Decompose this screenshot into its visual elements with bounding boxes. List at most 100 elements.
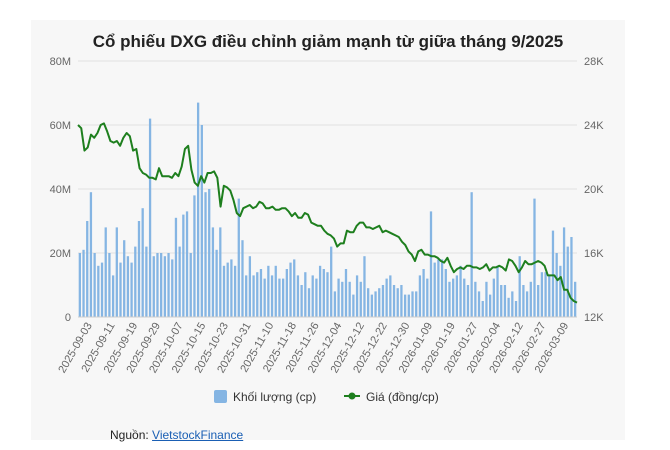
volume-bar[interactable]	[215, 249, 218, 317]
volume-bar[interactable]	[108, 253, 111, 317]
volume-bar[interactable]	[337, 278, 340, 317]
volume-bar[interactable]	[237, 198, 240, 317]
volume-bar[interactable]	[82, 249, 85, 317]
volume-bar[interactable]	[193, 195, 196, 317]
volume-bar[interactable]	[348, 281, 351, 317]
volume-bar[interactable]	[160, 253, 163, 317]
volume-bar[interactable]	[426, 278, 429, 317]
volume-bar[interactable]	[492, 278, 495, 317]
volume-bar[interactable]	[285, 269, 288, 317]
volume-bar[interactable]	[529, 281, 532, 317]
volume-bar[interactable]	[474, 281, 477, 317]
volume-bar[interactable]	[352, 294, 355, 317]
volume-bar[interactable]	[263, 278, 266, 317]
volume-bar[interactable]	[304, 272, 307, 317]
volume-bar[interactable]	[322, 269, 325, 317]
volume-bar[interactable]	[163, 256, 167, 317]
volume-bar[interactable]	[533, 198, 536, 317]
volume-bar[interactable]	[174, 217, 178, 317]
legend[interactable]: Khối lượng (cp) Giá (đồng/cp)	[214, 390, 439, 404]
volume-bar[interactable]	[463, 278, 466, 317]
volume-bar[interactable]	[503, 285, 507, 317]
volume-bar[interactable]	[104, 227, 107, 317]
volume-bar[interactable]	[78, 253, 81, 317]
volume-bar[interactable]	[389, 275, 392, 317]
volume-bar[interactable]	[452, 278, 455, 317]
volume-bar[interactable]	[267, 265, 270, 317]
volume-bar[interactable]	[481, 301, 484, 317]
volume-bar[interactable]	[182, 214, 185, 317]
volume-bar[interactable]	[518, 256, 521, 317]
volume-bar[interactable]	[411, 291, 414, 317]
volume-bar[interactable]	[137, 221, 141, 317]
volume-bar[interactable]	[392, 285, 396, 317]
volume-bar[interactable]	[208, 189, 211, 317]
volume-bar[interactable]	[415, 291, 418, 317]
source-link[interactable]: VietstockFinance	[152, 428, 244, 442]
volume-bar[interactable]	[189, 253, 192, 317]
volume-bar[interactable]	[522, 285, 525, 317]
volume-bar[interactable]	[333, 291, 337, 317]
volume-bar[interactable]	[500, 285, 503, 317]
volume-bar[interactable]	[226, 262, 229, 317]
volume-bar[interactable]	[548, 275, 551, 317]
volume-bar[interactable]	[422, 269, 425, 317]
volume-bar[interactable]	[152, 256, 155, 317]
volume-bar[interactable]	[407, 294, 410, 317]
volume-bar[interactable]	[562, 227, 566, 317]
volume-bar[interactable]	[437, 259, 440, 317]
volume-bar[interactable]	[270, 275, 274, 317]
volume-bar[interactable]	[126, 256, 130, 317]
volume-bar[interactable]	[119, 262, 122, 317]
volume-bar[interactable]	[540, 272, 544, 317]
volume-bar[interactable]	[570, 237, 573, 317]
volume-bar[interactable]	[341, 281, 344, 317]
volume-bar[interactable]	[537, 285, 540, 317]
volume-bar[interactable]	[111, 275, 115, 317]
volume-bar[interactable]	[274, 265, 277, 317]
legend-price-label[interactable]: Giá (đồng/cp)	[366, 390, 439, 404]
volume-bar[interactable]	[507, 297, 510, 317]
volume-bar[interactable]	[318, 265, 322, 317]
price-line-path[interactable]	[77, 122, 578, 304]
volume-bar[interactable]	[167, 253, 170, 317]
volume-bar[interactable]	[448, 281, 451, 317]
volume-bar[interactable]	[93, 253, 96, 317]
volume-bar[interactable]	[440, 259, 444, 317]
volume-bar[interactable]	[252, 275, 255, 317]
volume-bar[interactable]	[123, 240, 126, 317]
volume-bar[interactable]	[97, 265, 100, 317]
volume-bar[interactable]	[396, 288, 399, 317]
volume-bar[interactable]	[466, 285, 470, 317]
volume-bar[interactable]	[200, 125, 203, 317]
volume-bar[interactable]	[470, 192, 473, 317]
volume-bar[interactable]	[307, 288, 311, 317]
volume-bar[interactable]	[293, 259, 296, 317]
volume-bar[interactable]	[370, 294, 373, 317]
volume-bar[interactable]	[330, 246, 333, 317]
volume-bar[interactable]	[171, 259, 174, 317]
volume-bar[interactable]	[289, 262, 292, 317]
volume-bar[interactable]	[148, 118, 152, 317]
volume-bar[interactable]	[378, 288, 381, 317]
volume-bar[interactable]	[477, 291, 481, 317]
volume-bar[interactable]	[385, 278, 388, 317]
volume-bar[interactable]	[248, 256, 252, 317]
volume-bar[interactable]	[241, 240, 244, 317]
volume-bar[interactable]	[230, 259, 233, 317]
volume-bar[interactable]	[400, 285, 403, 317]
volume-bar[interactable]	[204, 192, 207, 317]
volume-bar[interactable]	[363, 256, 366, 317]
volume-bar[interactable]	[367, 288, 370, 317]
volume-bar[interactable]	[355, 275, 359, 317]
volume-bar[interactable]	[259, 269, 263, 317]
volume-bar[interactable]	[566, 246, 569, 317]
volume-bar[interactable]	[141, 208, 144, 317]
volume-bar[interactable]	[455, 275, 459, 317]
volume-bar[interactable]	[156, 253, 159, 317]
volume-bar[interactable]	[222, 265, 226, 317]
volume-bar[interactable]	[555, 253, 558, 317]
volume-bar[interactable]	[514, 301, 518, 317]
volume-bar[interactable]	[245, 275, 248, 317]
volume-bar[interactable]	[145, 246, 148, 317]
